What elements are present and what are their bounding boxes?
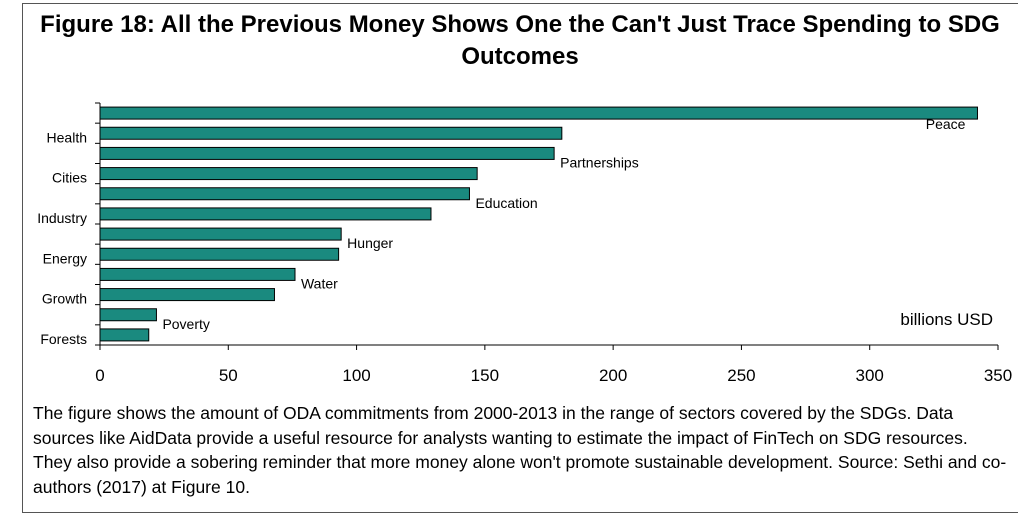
bar-partnerships [99, 146, 555, 160]
category-label-hunger: Hunger [347, 235, 393, 251]
figure-frame [22, 3, 1018, 513]
chart-category-labels: Peace Health Partnerships Cities Education In… [37, 116, 965, 347]
figure-title: Figure 18: All the Previous Money Shows … [40, 11, 1000, 70]
x-tick-label: 0 [95, 366, 104, 385]
chart-tick-labels: 0 50 100 150 200 250 300 350 [95, 366, 1012, 385]
x-tick-label: 50 [219, 366, 238, 385]
category-label-health: Health [47, 129, 87, 145]
x-tick-label: 100 [342, 366, 370, 385]
category-label-water: Water [301, 275, 338, 291]
category-label-industry: Industry [37, 210, 87, 226]
bar-water [99, 267, 296, 281]
bar-energy [99, 247, 340, 261]
x-tick-label: 250 [727, 366, 755, 385]
category-label-partnerships: Partnerships [560, 154, 639, 170]
category-label-cities: Cities [52, 170, 87, 186]
chart-axes [95, 102, 999, 350]
bar-poverty [99, 308, 157, 322]
bar-growth [99, 288, 275, 302]
bar-education [99, 187, 470, 201]
category-label-education: Education [475, 195, 537, 211]
x-tick-label: 150 [471, 366, 499, 385]
bar-cities [99, 167, 478, 181]
bar-peace [99, 106, 978, 120]
figure-caption: The figure shows the amount of ODA commi… [33, 403, 1007, 497]
x-tick-label: 300 [856, 366, 884, 385]
bar-forests [99, 328, 150, 342]
unit-label: billions USD [900, 310, 993, 329]
category-label-forests: Forests [40, 331, 87, 347]
bar-chart: Peace Health Partnerships Cities Education In… [37, 102, 1012, 385]
bar-health [99, 126, 563, 140]
figure-frame-bottom [22, 512, 1018, 513]
chart-bars [99, 106, 978, 342]
x-tick-label: 350 [984, 366, 1012, 385]
category-label-peace: Peace [926, 116, 966, 132]
category-label-poverty: Poverty [162, 316, 209, 332]
x-tick-label: 200 [599, 366, 627, 385]
category-label-growth: Growth [42, 291, 87, 307]
bar-hunger [99, 227, 342, 241]
bar-industry [99, 207, 432, 221]
category-label-energy: Energy [43, 250, 87, 266]
